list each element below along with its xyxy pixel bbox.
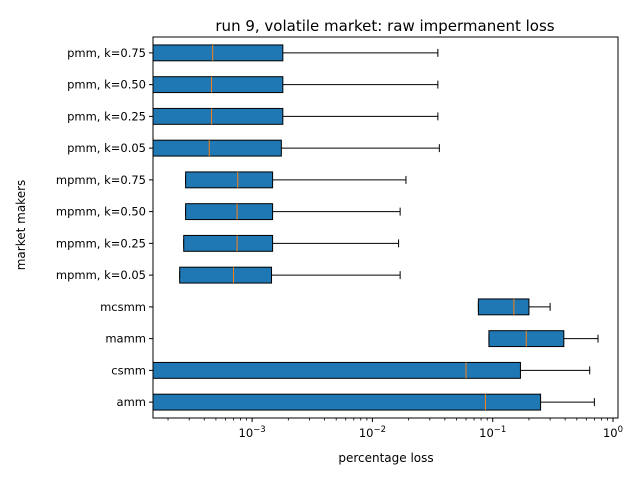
box — [179, 266, 273, 284]
axes-frame — [152, 36, 619, 419]
box — [477, 298, 530, 316]
box — [185, 171, 274, 189]
y-tick-label: mpmm, k=0.05 — [56, 268, 146, 282]
y-tick-label: pmm, k=0.75 — [67, 46, 146, 60]
y-axis-label: market makers — [14, 180, 28, 271]
x-tick-label: 10−1 — [479, 425, 506, 440]
x-tick-label: 100 — [603, 425, 623, 440]
y-tick-label: mamm — [105, 332, 146, 346]
box — [183, 234, 274, 252]
y-tick-label: mpmm, k=0.75 — [56, 173, 146, 187]
box — [152, 139, 282, 157]
box — [152, 107, 284, 125]
y-tick-label: csmm — [111, 363, 146, 377]
box — [152, 44, 284, 62]
box — [152, 393, 542, 411]
y-tick-label: amm — [117, 395, 146, 409]
plot-area: pmm, k=0.75 pmm, k=0.50 pmm, k=0.25 pmm, k=… — [56, 36, 623, 440]
y-tick-label: mcsmm — [100, 300, 146, 314]
y-tick-label: mpmm, k=0.25 — [56, 236, 146, 250]
chart-title: run 9, volatile market: raw impermanent … — [215, 17, 554, 35]
box — [185, 203, 274, 221]
y-tick-label: mpmm, k=0.50 — [56, 205, 146, 219]
box — [152, 76, 284, 94]
x-tick-label: 10−3 — [239, 425, 266, 440]
y-tick-label: pmm, k=0.05 — [67, 141, 146, 155]
y-tick-label: pmm, k=0.25 — [67, 109, 146, 123]
x-axis-label: percentage loss — [338, 451, 433, 465]
y-tick-label: pmm, k=0.50 — [67, 78, 146, 92]
x-tick-label: 10−2 — [359, 425, 386, 440]
box — [152, 361, 521, 379]
